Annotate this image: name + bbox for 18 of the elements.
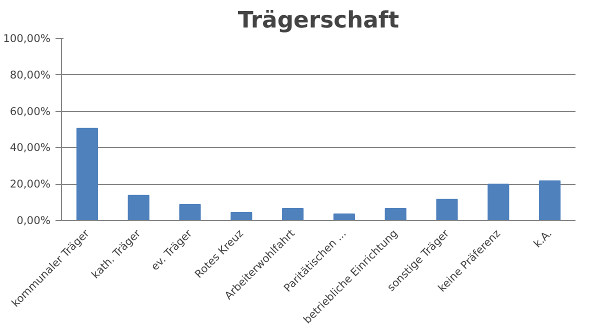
bar bbox=[333, 213, 355, 220]
bar bbox=[436, 198, 458, 220]
bar bbox=[76, 128, 98, 220]
y-tick-label: 20,00% bbox=[10, 178, 51, 191]
bar bbox=[128, 194, 150, 220]
bar bbox=[179, 204, 201, 220]
bar bbox=[230, 212, 252, 220]
y-tick-label: 0,00% bbox=[16, 214, 51, 227]
y-tick-label: 60,00% bbox=[10, 104, 51, 118]
x-tick-label: k.A. bbox=[531, 226, 554, 250]
y-tick-label: 100,00% bbox=[3, 32, 51, 45]
y-tick-label: 40,00% bbox=[10, 141, 51, 154]
y-tick-label: 80,00% bbox=[10, 68, 51, 82]
bar bbox=[282, 208, 304, 220]
bar bbox=[539, 180, 561, 220]
chart-title: Trägerschaft bbox=[238, 8, 400, 34]
bar bbox=[384, 208, 406, 220]
bar bbox=[488, 184, 510, 220]
